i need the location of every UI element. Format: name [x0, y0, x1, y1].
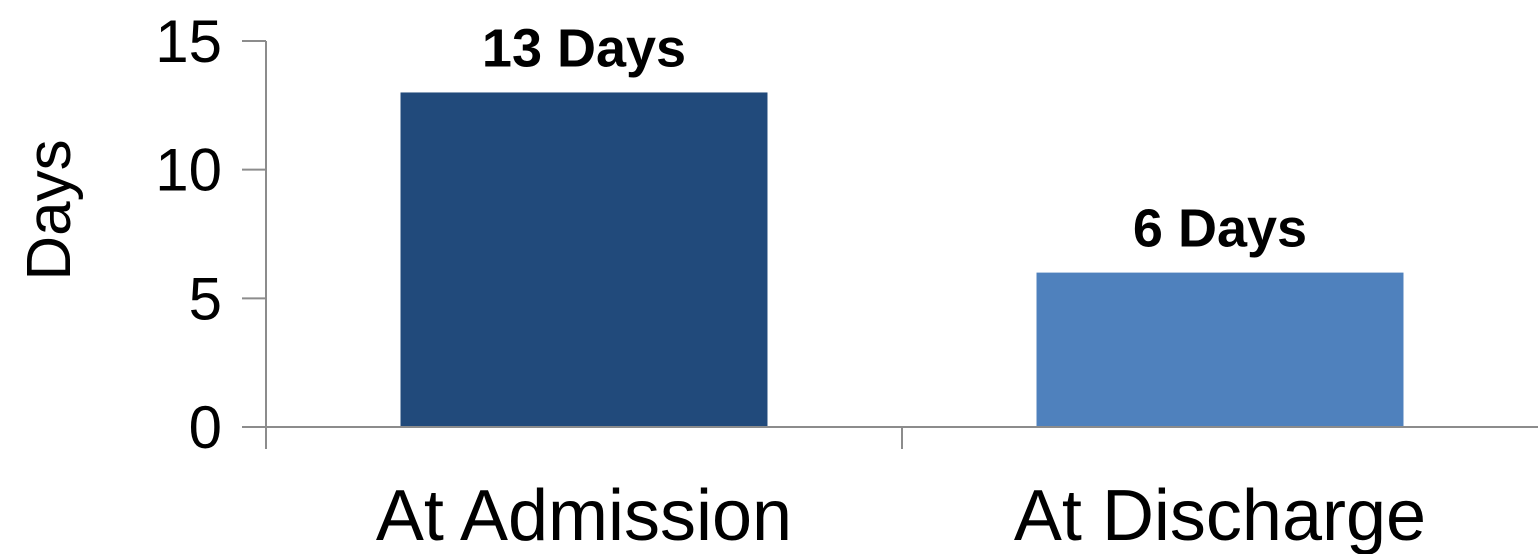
- bars: [400, 92, 1404, 427]
- y-tick-label: 0: [189, 394, 222, 461]
- y-tick-label: 5: [189, 265, 222, 332]
- y-tick-label: 15: [155, 8, 222, 75]
- x-category-label: At Discharge: [1014, 476, 1426, 554]
- bar: [400, 92, 768, 427]
- data-labels: 13 Days 6 Days: [482, 18, 1307, 258]
- bar-data-label: 6 Days: [1133, 199, 1307, 259]
- bar-data-label: 13 Days: [482, 18, 686, 78]
- y-axis-title: Days: [15, 139, 84, 280]
- category-labels: At Admission At Discharge: [376, 476, 1426, 554]
- y-tick-label: 10: [155, 137, 222, 204]
- bar: [1036, 272, 1404, 427]
- y-axis-ticks: 0 5 10 15: [155, 8, 266, 461]
- x-category-label: At Admission: [376, 476, 792, 554]
- axes: [265, 41, 1538, 449]
